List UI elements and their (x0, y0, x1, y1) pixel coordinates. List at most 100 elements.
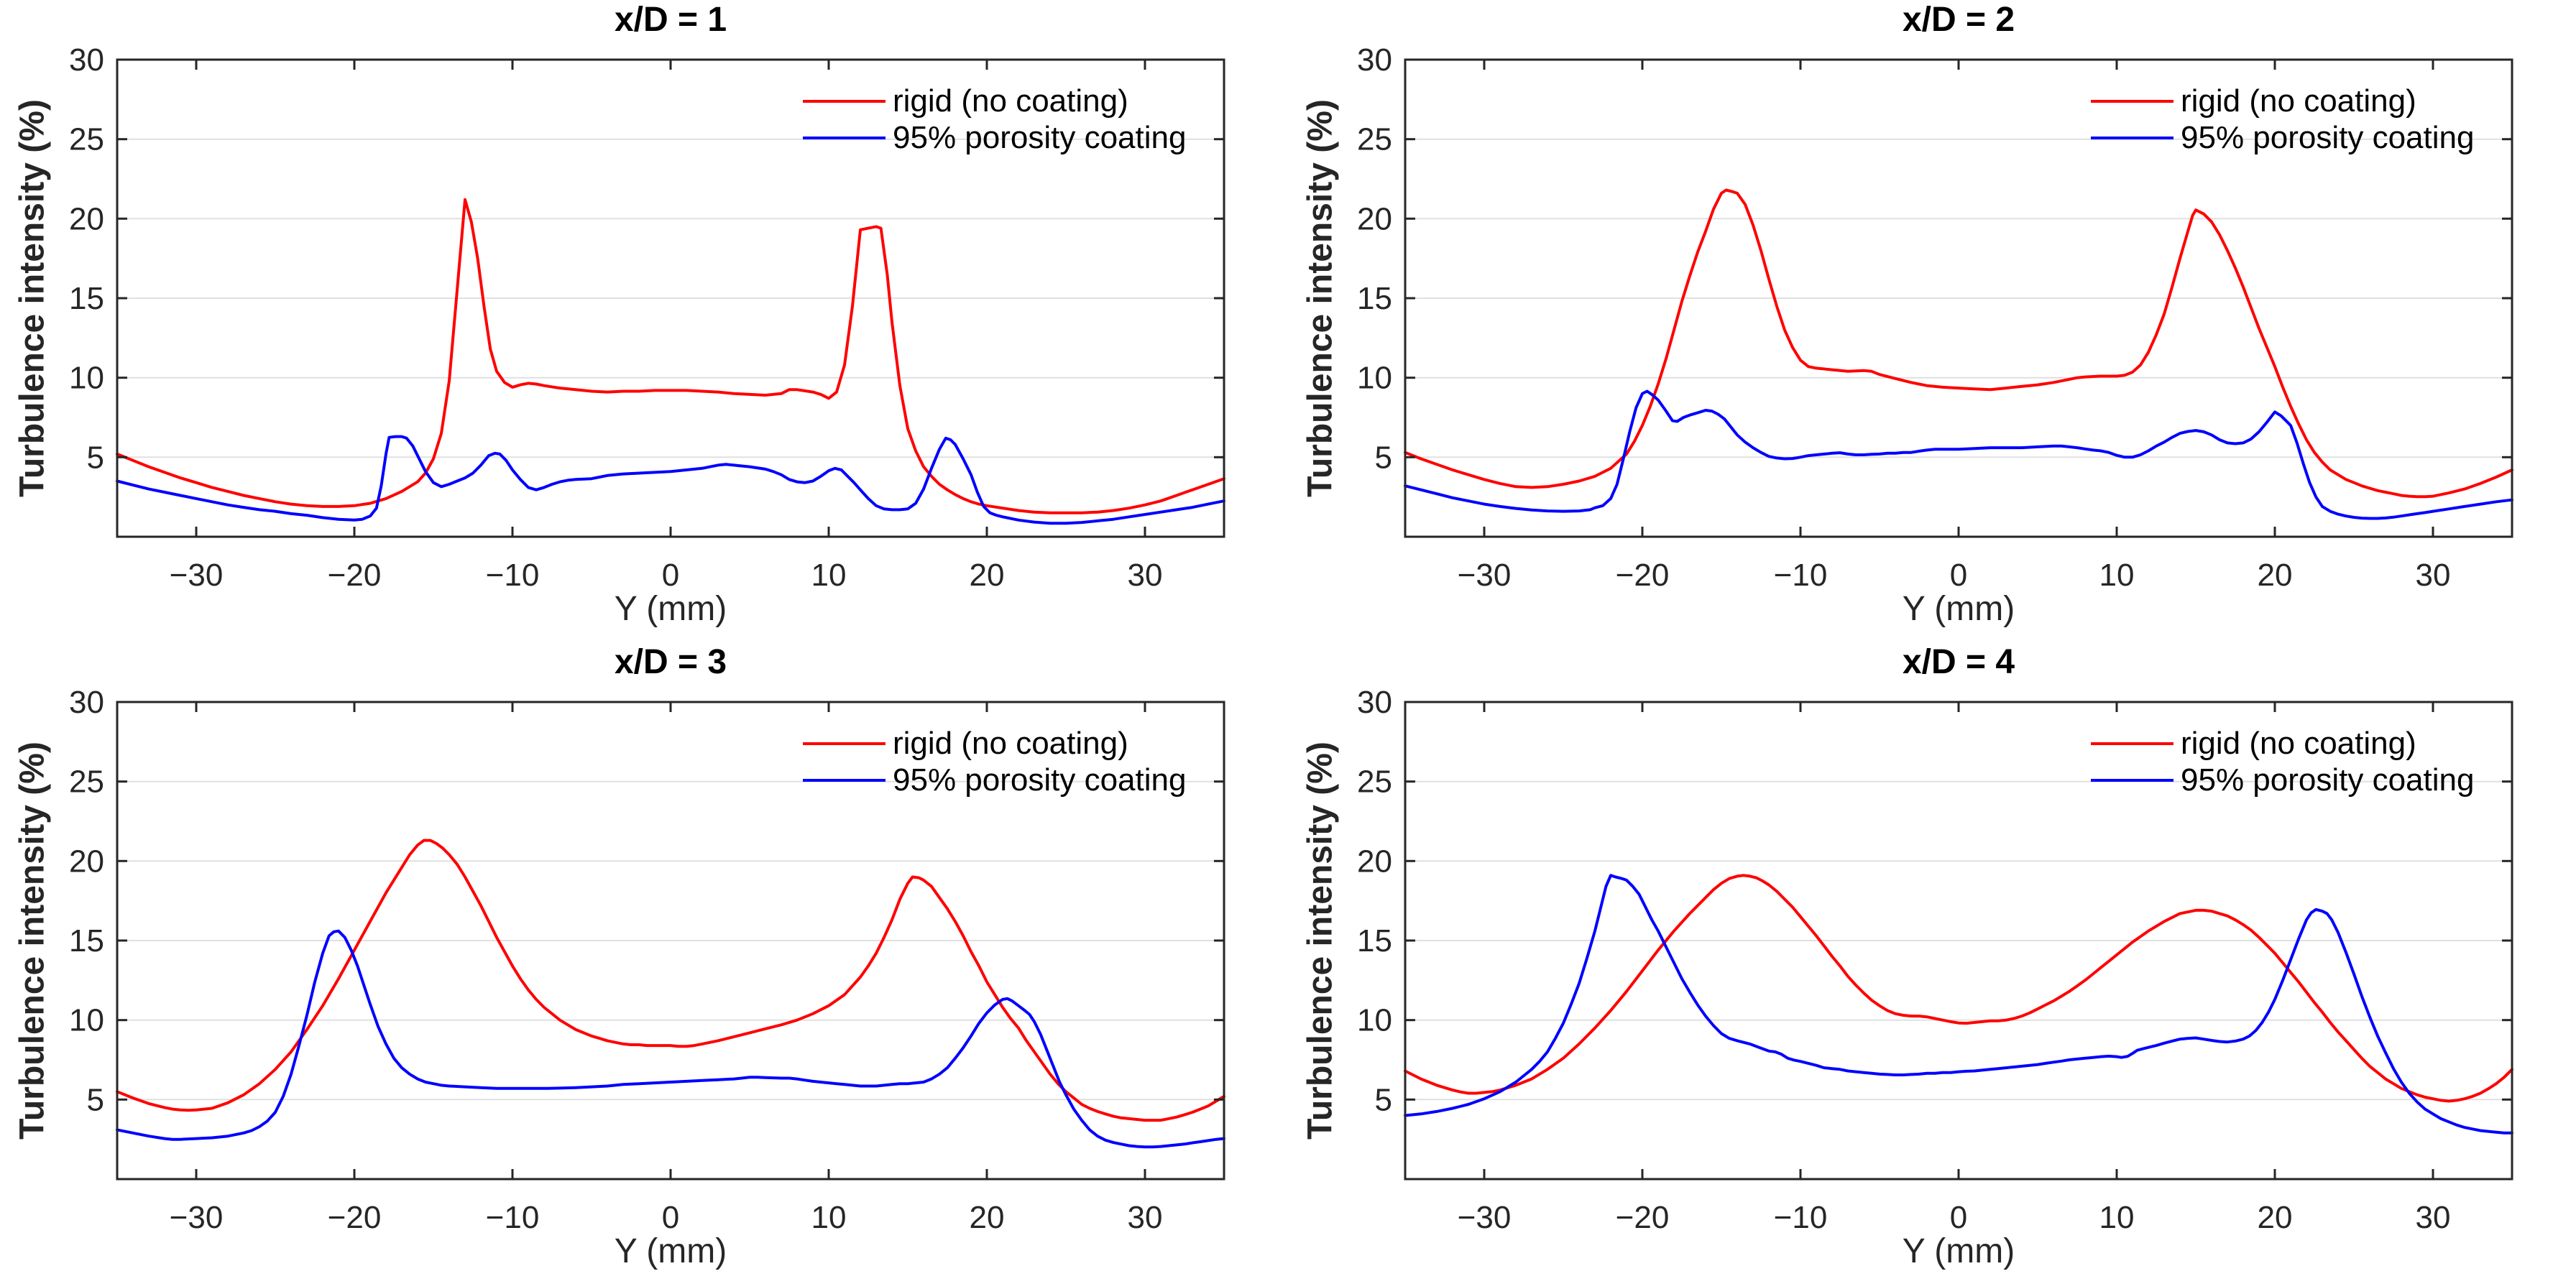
legend: rigid (no coating) 95% porosity coating (803, 86, 1186, 154)
svg-text:−20: −20 (1616, 558, 1670, 593)
svg-text:−30: −30 (170, 1200, 224, 1235)
svg-text:−10: −10 (486, 558, 540, 593)
svg-text:10: 10 (69, 1003, 104, 1038)
chart-title: x/D = 1 (614, 1, 727, 39)
svg-text:10: 10 (2099, 558, 2135, 593)
legend-item-porosity: 95% porosity coating (803, 122, 1186, 154)
svg-text:15: 15 (69, 923, 104, 959)
legend: rigid (no coating) 95% porosity coating (803, 728, 1186, 796)
svg-text:25: 25 (69, 122, 104, 157)
red-line-swatch-icon (2091, 742, 2174, 745)
legend-item-rigid: rigid (no coating) (2091, 86, 2474, 117)
svg-text:15: 15 (1357, 923, 1392, 959)
svg-text:10: 10 (1357, 1003, 1392, 1038)
svg-text:10: 10 (811, 558, 847, 593)
svg-text:30: 30 (69, 685, 104, 720)
chart-title: x/D = 3 (614, 643, 727, 681)
legend-item-porosity: 95% porosity coating (2091, 122, 2474, 154)
svg-text:25: 25 (1357, 765, 1392, 800)
legend-item-porosity: 95% porosity coating (803, 765, 1186, 796)
red-line-swatch-icon (2091, 100, 2174, 103)
legend-label: rigid (no coating) (2181, 726, 2416, 761)
red-line-swatch-icon (803, 742, 886, 745)
legend-item-rigid: rigid (no coating) (803, 86, 1186, 117)
legend: rigid (no coating) 95% porosity coating (2091, 728, 2474, 796)
svg-text:20: 20 (1357, 844, 1392, 879)
chart-title: x/D = 2 (1902, 1, 2015, 39)
legend-item-rigid: rigid (no coating) (803, 728, 1186, 759)
plot-area-xd-2: −30 −20 −10 0 10 20 30 5 10 15 20 25 30 (1357, 42, 2513, 593)
svg-text:30: 30 (1357, 685, 1392, 720)
svg-text:0: 0 (662, 1200, 679, 1235)
legend-label: rigid (no coating) (2181, 83, 2416, 119)
subplot-xd-4: −30 −20 −10 0 10 20 30 5 10 15 20 25 30 x/D = 4 Turb… (1288, 642, 2576, 1284)
legend-label: 95% porosity coating (2181, 762, 2475, 798)
legend: rigid (no coating) 95% porosity coating (2091, 86, 2474, 154)
subplot-xd-2: −30 −20 −10 0 10 20 30 5 10 15 20 25 30 x/D = 2 Turb… (1288, 0, 2576, 642)
red-line-swatch-icon (803, 100, 886, 103)
blue-line-swatch-icon (803, 137, 886, 139)
legend-label: rigid (no coating) (893, 726, 1128, 761)
svg-text:30: 30 (2416, 1200, 2451, 1235)
blue-line-swatch-icon (2091, 779, 2174, 782)
svg-text:10: 10 (811, 1200, 847, 1235)
svg-text:20: 20 (1357, 201, 1392, 236)
svg-text:10: 10 (1357, 361, 1392, 396)
x-axis-label: Y (mm) (614, 590, 727, 628)
svg-text:0: 0 (1950, 558, 1967, 593)
svg-text:30: 30 (1128, 1200, 1163, 1235)
y-axis-label: Turbulence intensity (%) (1301, 99, 1340, 497)
svg-text:20: 20 (69, 201, 104, 236)
x-axis-label: Y (mm) (1902, 1232, 2015, 1270)
x-axis-label: Y (mm) (1902, 590, 2015, 628)
blue-line-swatch-icon (2091, 137, 2174, 139)
svg-text:0: 0 (662, 558, 679, 593)
legend-item-rigid: rigid (no coating) (2091, 728, 2474, 759)
svg-text:20: 20 (2258, 1200, 2293, 1235)
y-axis-label: Turbulence intensity (%) (1301, 742, 1340, 1140)
svg-text:5: 5 (1375, 1082, 1392, 1117)
blue-line-swatch-icon (803, 779, 886, 782)
svg-text:10: 10 (69, 361, 104, 396)
legend-label: rigid (no coating) (893, 83, 1128, 119)
svg-text:−20: −20 (328, 1200, 382, 1235)
svg-text:15: 15 (69, 281, 104, 316)
svg-text:−30: −30 (1458, 1200, 1512, 1235)
subplot-xd-1: −30 −20 −10 0 10 20 30 5 10 15 20 25 30 x/D = 1 Turb… (0, 0, 1288, 642)
y-axis-label: Turbulence intensity (%) (13, 742, 52, 1140)
legend-label: 95% porosity coating (893, 762, 1187, 798)
legend-label: 95% porosity coating (2181, 120, 2475, 155)
svg-text:20: 20 (970, 558, 1005, 593)
subplot-xd-3: −30 −20 −10 0 10 20 30 5 10 15 20 25 30 x/D = 3 Turb… (0, 642, 1288, 1284)
svg-text:30: 30 (1128, 558, 1163, 593)
svg-text:30: 30 (69, 42, 104, 78)
plot-area-xd-3: −30 −20 −10 0 10 20 30 5 10 15 20 25 30 (69, 685, 1225, 1235)
svg-text:−10: −10 (486, 1200, 540, 1235)
svg-text:−30: −30 (170, 558, 224, 593)
svg-text:20: 20 (2258, 558, 2293, 593)
svg-text:20: 20 (69, 844, 104, 879)
svg-text:25: 25 (69, 765, 104, 800)
svg-text:30: 30 (2416, 558, 2451, 593)
chart-title: x/D = 4 (1902, 643, 2015, 681)
svg-text:30: 30 (1357, 42, 1392, 78)
svg-text:5: 5 (1375, 440, 1392, 475)
svg-text:20: 20 (970, 1200, 1005, 1235)
svg-text:−30: −30 (1458, 558, 1512, 593)
svg-text:−10: −10 (1774, 1200, 1828, 1235)
svg-text:0: 0 (1950, 1200, 1967, 1235)
x-axis-label: Y (mm) (614, 1232, 727, 1270)
svg-text:5: 5 (87, 440, 104, 475)
svg-text:−20: −20 (1616, 1200, 1670, 1235)
svg-text:5: 5 (87, 1082, 104, 1117)
svg-text:−10: −10 (1774, 558, 1828, 593)
svg-text:15: 15 (1357, 281, 1392, 316)
svg-text:10: 10 (2099, 1200, 2135, 1235)
y-axis-label: Turbulence intensity (%) (13, 99, 52, 497)
plot-area-xd-4: −30 −20 −10 0 10 20 30 5 10 15 20 25 30 (1357, 685, 2513, 1235)
svg-text:25: 25 (1357, 122, 1392, 157)
plot-area-xd-1: −30 −20 −10 0 10 20 30 5 10 15 20 25 30 (69, 42, 1225, 593)
legend-item-porosity: 95% porosity coating (2091, 765, 2474, 796)
legend-label: 95% porosity coating (893, 120, 1187, 155)
svg-text:−20: −20 (328, 558, 382, 593)
